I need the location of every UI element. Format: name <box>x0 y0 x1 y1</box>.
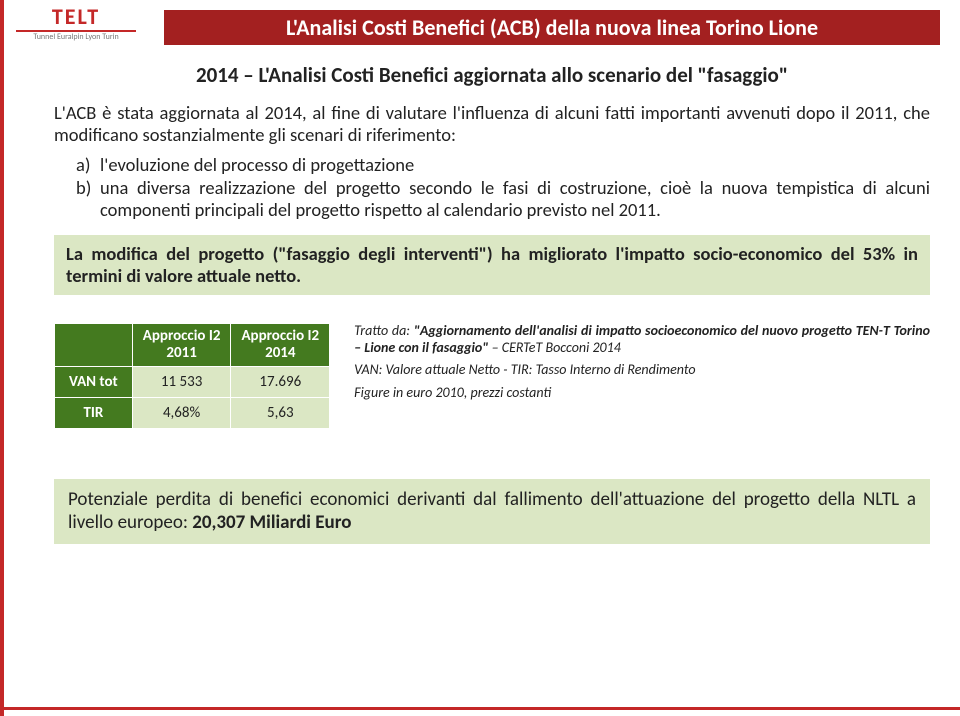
caption-line2: VAN: Valore attuale Netto - TIR: Tasso I… <box>354 362 930 379</box>
th-col2: Approccio I2 2014 <box>231 323 330 367</box>
table-row: TIR 4,68% 5,63 <box>55 398 330 429</box>
th-empty <box>55 323 133 367</box>
row2-v2: 5,63 <box>231 398 330 429</box>
list-label-a: a) <box>76 154 100 176</box>
list-text-a: l'evoluzione del processo di progettazio… <box>100 154 930 176</box>
row2-label: TIR <box>55 398 133 429</box>
footer-highlight: Potenziale perdita di benefici economici… <box>54 479 930 544</box>
slide-body: 2014 – L'Analisi Costi Benefici aggiorna… <box>54 62 930 544</box>
caption-quote: "Aggiornamento dell'analisi di impatto s… <box>354 322 930 356</box>
slide: TELT Tunnel Euralpin Lyon Turin L'Analis… <box>0 0 960 716</box>
table-and-caption-row: Approccio I2 2011 Approccio I2 2014 VAN … <box>54 323 930 430</box>
th-col1: Approccio I2 2011 <box>132 323 231 367</box>
slide-subtitle: 2014 – L'Analisi Costi Benefici aggiorna… <box>54 62 930 88</box>
list-text-b: una diversa realizzazione del progetto s… <box>100 177 930 221</box>
th-col2-l1: Approccio I2 <box>241 327 319 345</box>
slide-title: L'Analisi Costi Benefici (ACB) della nuo… <box>286 14 818 41</box>
slide-title-band: L'Analisi Costi Benefici (ACB) della nuo… <box>164 10 940 45</box>
logo-text-main: TELT <box>16 6 136 28</box>
caption-src: – CERTeT Bocconi 2014 <box>488 339 620 356</box>
row1-label: VAN tot <box>55 367 133 398</box>
table-row: VAN tot 11 533 17.696 <box>55 367 330 398</box>
caption-line1: Tratto da: "Aggiornamento dell'analisi d… <box>354 323 930 357</box>
th-col1-l1: Approccio I2 <box>143 327 221 345</box>
row1-v1: 11 533 <box>132 367 231 398</box>
th-col1-l2: 2011 <box>166 344 196 362</box>
list-item-b: b) una diversa realizzazione del progett… <box>76 177 930 221</box>
bullet-list: a) l'evoluzione del processo di progetta… <box>54 154 930 221</box>
list-label-b: b) <box>76 177 100 221</box>
highlight-box: La modifica del progetto ("fasaggio degl… <box>54 235 930 295</box>
approccio-table: Approccio I2 2011 Approccio I2 2014 VAN … <box>54 323 330 430</box>
bottom-red-rule <box>4 707 960 710</box>
row2-v1: 4,68% <box>132 398 231 429</box>
caption-line3: Figure in euro 2010, prezzi costanti <box>354 385 930 402</box>
intro-paragraph: L'ACB è stata aggiornata al 2014, al fin… <box>54 102 930 146</box>
footer-text-em: 20,307 Miliardi Euro <box>192 511 351 534</box>
telt-logo: TELT Tunnel Euralpin Lyon Turin <box>16 6 136 41</box>
logo-text-sub: Tunnel Euralpin Lyon Turin <box>16 33 136 41</box>
row1-v2: 17.696 <box>231 367 330 398</box>
th-col2-l2: 2014 <box>265 344 295 362</box>
source-caption: Tratto da: "Aggiornamento dell'analisi d… <box>354 323 930 408</box>
caption-lead: Tratto da: <box>354 322 414 339</box>
list-item-a: a) l'evoluzione del processo di progetta… <box>76 154 930 176</box>
